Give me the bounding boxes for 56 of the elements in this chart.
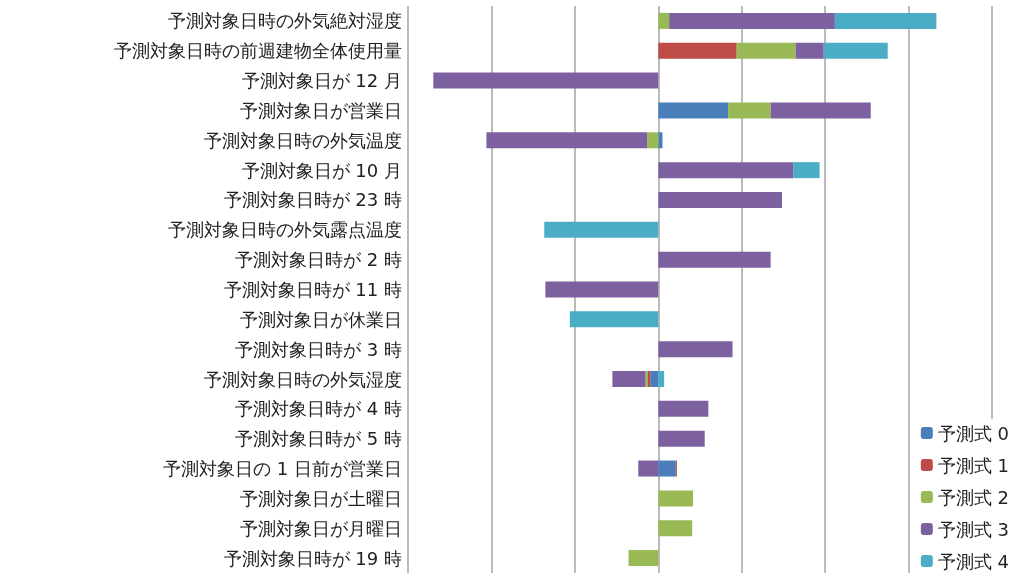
bar [770,102,871,119]
y-tick-label: 予測対象日時が 3 時 [235,338,402,360]
bar [658,162,794,179]
bar [544,221,659,238]
bar [569,311,659,328]
y-tick-label: 予測対象日が休業日 [240,308,402,330]
y-tick-label: 予測対象日時が 23 時 [223,189,402,211]
bar [658,102,729,119]
y-tick-label: 予測対象日時が 19 時 [223,547,402,569]
bar [658,520,693,537]
y-tick-label: 予測対象日時の外気湿度 [204,368,402,390]
bar [433,72,659,89]
bar [545,281,659,298]
bar [486,132,648,149]
bar [736,42,796,59]
legend-label: 予測式 4 [937,550,1010,572]
bar [658,341,733,358]
bar [658,191,783,208]
y-tick-label: 予測対象日が 10 月 [241,159,402,181]
y-tick-label: 予測対象日が月曜日 [240,517,402,539]
bar [793,162,820,179]
y-tick-label: 予測対象日時が 2 時 [235,249,402,271]
bar [658,490,694,507]
y-tick-label: 予測対象日時が 4 時 [235,398,402,420]
y-tick-label: 予測対象日が土曜日 [240,487,402,509]
legend-label: 予測式 3 [937,518,1010,540]
y-tick-label: 予測対象日の 1 日前が営業日 [163,458,402,480]
bar [612,371,646,388]
bar [628,550,659,567]
y-tick-label: 予測対象日時の外気露点温度 [168,219,402,241]
legend-label: 予測式 0 [937,422,1010,444]
y-tick-label: 予測対象日時の外気絶対湿度 [168,10,402,32]
bar [658,12,670,29]
bar [647,132,659,149]
bar [823,42,888,59]
bar [658,460,676,477]
legend-label: 予測式 1 [937,454,1010,476]
bar [834,12,937,29]
bar [658,430,705,447]
bar [658,132,663,149]
y-tick-label: 予測対象日が 12 月 [241,70,402,92]
bar [658,371,665,388]
bar [795,42,824,59]
bar [658,400,709,417]
legend-label: 予測式 2 [937,486,1010,508]
bar [658,251,771,268]
bar [728,102,771,119]
y-tick-label: 予測対象日時が 11 時 [223,279,402,300]
bar [658,42,737,59]
y-tick-label: 予測対象日時の前週建物全体使用量 [114,40,402,62]
y-tick-label: 予測対象日時の外気温度 [204,129,402,151]
bar [669,12,835,29]
bar [638,460,659,477]
y-tick-label: 予測対象日が営業日 [240,99,402,121]
y-tick-label: 予測対象日時が 5 時 [235,428,402,450]
bar [650,371,659,388]
